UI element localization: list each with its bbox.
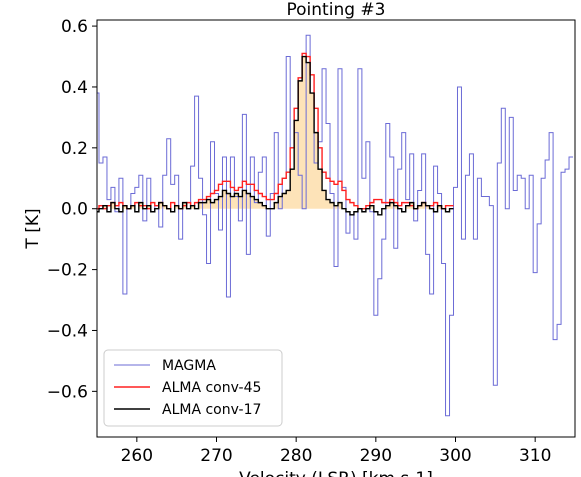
y-tick-label: 0.2 [61,139,88,159]
y-tick-label: 0.6 [61,17,88,37]
series-line-magma [97,34,574,417]
x-tick-label: 310 [519,446,551,466]
x-tick-label: 270 [200,446,232,466]
plot-frame [96,19,576,438]
legend-box [103,349,283,427]
legend: MAGMA ALMA conv-45 ALMA conv-17 [103,349,283,427]
legend-label: MAGMA [162,358,216,374]
ticks-layer: 260 270 280 290 300 310 −0.6 −0.4 −0.2 0.0 0.2 0.4 0… [47,17,552,466]
x-tick-label: 300 [439,446,471,466]
y-tick-label: 0.0 [61,200,88,220]
series-layer [97,34,574,417]
y-tick-label: 0.4 [61,78,88,98]
y-axis-label: T [K] [23,208,43,249]
legend-label: ALMA conv-45 [162,380,261,396]
chart-title: Pointing #3 [287,0,386,20]
x-axis-label: Velocity (LSR) [km s-1] [239,469,433,477]
x-tick-label: 290 [360,446,392,466]
x-tick-label: 260 [121,446,153,466]
y-tick-label: −0.2 [47,261,88,281]
y-tick-label: −0.6 [47,382,88,402]
legend-label: ALMA conv-17 [162,402,261,418]
series-line-alma-conv-17 [97,55,454,216]
y-tick-label: −0.4 [47,321,88,341]
x-tick-label: 280 [280,446,312,466]
series-line-alma-conv-45 [97,52,454,210]
